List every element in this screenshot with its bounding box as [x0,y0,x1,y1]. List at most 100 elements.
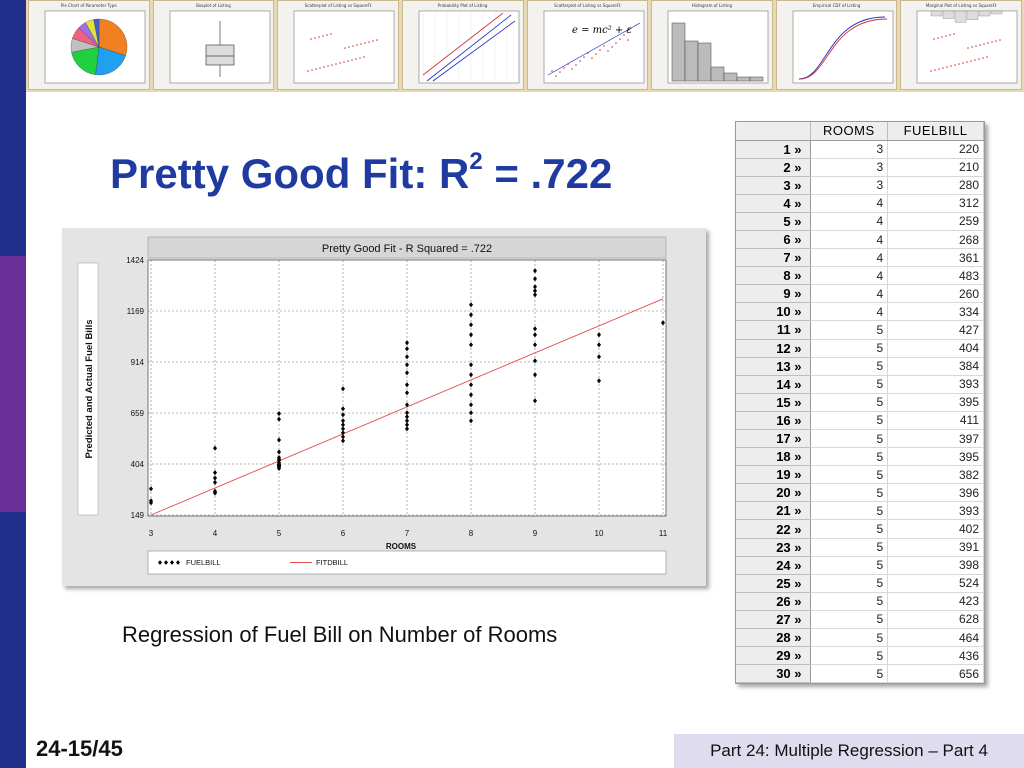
cell-fuelbill[interactable]: 334 [887,302,984,322]
cell-rooms[interactable]: 5 [810,538,889,557]
table-row[interactable]: 18 » 5 395 [736,447,984,467]
cell-rooms[interactable]: 5 [810,411,889,431]
table-row[interactable]: 1 » 3 220 [736,140,984,159]
table-row[interactable]: 12 » 5 404 [736,339,984,358]
row-number[interactable]: 26 » [736,592,811,611]
cell-fuelbill[interactable]: 260 [887,284,984,304]
row-number[interactable]: 23 » [736,538,811,557]
row-number[interactable]: 2 » [736,158,811,177]
table-row[interactable]: 25 » 5 524 [736,574,984,593]
table-row[interactable]: 6 » 4 268 [736,230,984,250]
table-row[interactable]: 16 » 5 411 [736,411,984,431]
table-row[interactable]: 29 » 5 436 [736,646,984,666]
row-number[interactable]: 18 » [736,447,811,467]
table-row[interactable]: 4 » 4 312 [736,194,984,213]
table-row[interactable]: 17 » 5 397 [736,429,984,449]
table-row[interactable]: 11 » 5 427 [736,320,984,340]
table-row[interactable]: 14 » 5 393 [736,375,984,394]
cell-rooms[interactable]: 5 [810,339,889,358]
table-row[interactable]: 27 » 5 628 [736,610,984,630]
cell-fuelbill[interactable]: 391 [887,538,984,557]
row-number[interactable]: 7 » [736,248,811,268]
cell-fuelbill[interactable]: 382 [887,465,984,485]
table-row[interactable]: 19 » 5 382 [736,465,984,485]
cell-fuelbill[interactable]: 423 [887,592,984,611]
cell-fuelbill[interactable]: 524 [887,574,984,593]
cell-rooms[interactable]: 3 [810,140,889,159]
table-row[interactable]: 7 » 4 361 [736,248,984,268]
table-row[interactable]: 20 » 5 396 [736,483,984,503]
row-number[interactable]: 27 » [736,610,811,630]
cell-rooms[interactable]: 4 [810,284,889,304]
cell-fuelbill[interactable]: 268 [887,230,984,250]
row-number[interactable]: 22 » [736,519,811,539]
row-number[interactable]: 20 » [736,483,811,503]
cell-rooms[interactable]: 5 [810,501,889,521]
cell-rooms[interactable]: 5 [810,664,889,684]
row-number[interactable]: 15 » [736,393,811,412]
row-number[interactable]: 16 » [736,411,811,431]
cell-fuelbill[interactable]: 402 [887,519,984,539]
table-row[interactable]: 3 » 3 280 [736,176,984,195]
cell-rooms[interactable]: 4 [810,230,889,250]
cell-fuelbill[interactable]: 393 [887,501,984,521]
cell-rooms[interactable]: 4 [810,302,889,322]
cell-fuelbill[interactable]: 384 [887,357,984,376]
cell-rooms[interactable]: 5 [810,519,889,539]
cell-rooms[interactable]: 5 [810,646,889,666]
cell-rooms[interactable]: 5 [810,556,889,575]
row-number[interactable]: 12 » [736,339,811,358]
table-row[interactable]: 30 » 5 656 [736,664,984,684]
table-row[interactable]: 8 » 4 483 [736,266,984,286]
row-number[interactable]: 29 » [736,646,811,666]
table-row[interactable]: 13 » 5 384 [736,357,984,376]
cell-rooms[interactable]: 3 [810,158,889,177]
table-row[interactable]: 24 » 5 398 [736,556,984,575]
row-number[interactable]: 5 » [736,212,811,231]
cell-fuelbill[interactable]: 259 [887,212,984,231]
cell-fuelbill[interactable]: 464 [887,628,984,648]
row-number[interactable]: 8 » [736,266,811,286]
cell-rooms[interactable]: 5 [810,465,889,485]
cell-fuelbill[interactable]: 628 [887,610,984,630]
cell-fuelbill[interactable]: 397 [887,429,984,449]
table-row[interactable]: 5 » 4 259 [736,212,984,231]
cell-rooms[interactable]: 5 [810,610,889,630]
row-number[interactable]: 21 » [736,501,811,521]
cell-fuelbill[interactable]: 280 [887,176,984,195]
cell-fuelbill[interactable]: 395 [887,393,984,412]
cell-fuelbill[interactable]: 396 [887,483,984,503]
cell-fuelbill[interactable]: 483 [887,266,984,286]
row-number[interactable]: 25 » [736,574,811,593]
cell-rooms[interactable]: 4 [810,266,889,286]
table-row[interactable]: 22 » 5 402 [736,519,984,539]
cell-rooms[interactable]: 5 [810,375,889,394]
cell-rooms[interactable]: 5 [810,447,889,467]
cell-fuelbill[interactable]: 312 [887,194,984,213]
row-number[interactable]: 13 » [736,357,811,376]
cell-rooms[interactable]: 5 [810,628,889,648]
cell-rooms[interactable]: 5 [810,357,889,376]
cell-fuelbill[interactable]: 393 [887,375,984,394]
cell-rooms[interactable]: 5 [810,483,889,503]
cell-rooms[interactable]: 3 [810,176,889,195]
cell-rooms[interactable]: 5 [810,574,889,593]
row-number[interactable]: 17 » [736,429,811,449]
row-number[interactable]: 9 » [736,284,811,304]
cell-rooms[interactable]: 5 [810,429,889,449]
cell-fuelbill[interactable]: 210 [887,158,984,177]
table-row[interactable]: 26 » 5 423 [736,592,984,611]
cell-rooms[interactable]: 4 [810,248,889,268]
column-header-rooms[interactable]: ROOMS [810,122,889,141]
cell-rooms[interactable]: 4 [810,212,889,231]
cell-rooms[interactable]: 5 [810,393,889,412]
cell-rooms[interactable]: 5 [810,320,889,340]
row-number[interactable]: 30 » [736,664,811,684]
row-number[interactable]: 10 » [736,302,811,322]
cell-fuelbill[interactable]: 361 [887,248,984,268]
table-row[interactable]: 10 » 4 334 [736,302,984,322]
table-row[interactable]: 21 » 5 393 [736,501,984,521]
row-number[interactable]: 24 » [736,556,811,575]
row-number[interactable]: 19 » [736,465,811,485]
row-number[interactable]: 14 » [736,375,811,394]
